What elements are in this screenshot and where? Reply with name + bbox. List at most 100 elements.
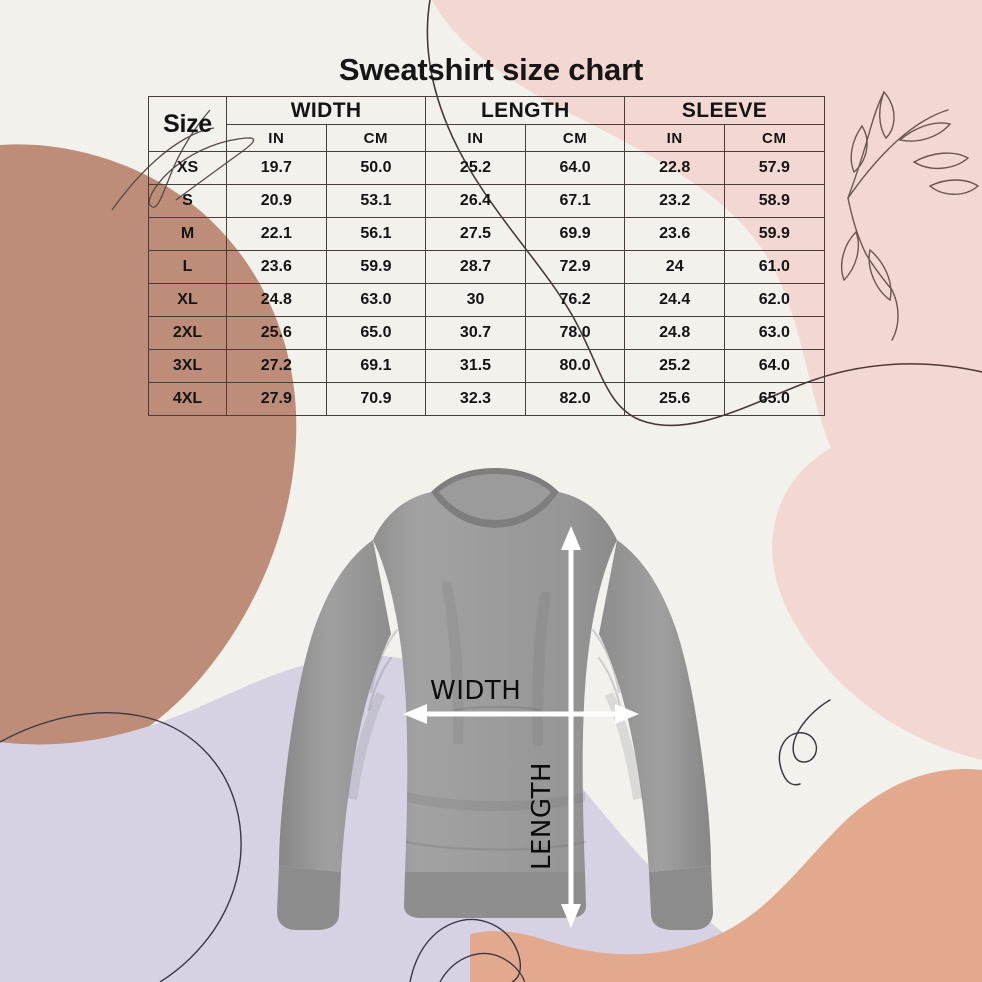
row-value-cell: 25.2 <box>624 349 725 383</box>
coral-blob-bottom-right <box>470 769 982 982</box>
decor-curve-bottom-left <box>0 712 242 982</box>
row-value-cell: 65.0 <box>724 382 825 416</box>
row-value-cell: 24.4 <box>624 283 725 317</box>
shirt-body <box>373 492 617 872</box>
header-unit-width-cm: CM <box>325 124 427 152</box>
width-measure-arrow <box>403 704 639 724</box>
header-group-length: LENGTH <box>425 96 626 125</box>
shirt-sleeve-right <box>599 540 711 872</box>
row-value-cell: 70.9 <box>325 382 427 416</box>
row-value-cell: 22.8 <box>624 151 725 185</box>
shirt-creases <box>367 628 623 851</box>
header-group-width: WIDTH <box>225 96 427 125</box>
table-row: S 20.9 53.1 26.4 67.1 23.2 58.9 <box>148 184 825 218</box>
shirt-cuff-right <box>649 866 713 930</box>
row-size-label: L <box>148 250 227 284</box>
size-table-container: Size WIDTH LENGTH SLEEVE IN CM IN CM IN … <box>148 96 825 416</box>
row-value-cell: 24.8 <box>226 283 327 317</box>
row-value-cell: 19.7 <box>226 151 327 185</box>
botanical-sprig-icon <box>840 90 980 341</box>
size-table-head: Size WIDTH LENGTH SLEEVE IN CM IN CM IN … <box>148 96 825 152</box>
sweatshirt-illustration <box>277 468 713 930</box>
row-value-cell: 67.1 <box>524 184 626 218</box>
row-size-label: 2XL <box>148 316 227 350</box>
row-value-cell: 22.1 <box>226 217 327 251</box>
row-value-cell: 64.0 <box>724 349 825 383</box>
table-row: 2XL 25.6 65.0 30.7 78.0 24.8 63.0 <box>148 316 825 350</box>
header-unit-length-cm: CM <box>524 124 626 152</box>
row-value-cell: 76.2 <box>524 283 626 317</box>
decor-curve-hem-2 <box>439 952 525 982</box>
decor-curve-hem <box>409 918 522 982</box>
header-unit-width-in: IN <box>226 124 327 152</box>
row-value-cell: 63.0 <box>724 316 825 350</box>
row-value-cell: 23.6 <box>624 217 725 251</box>
row-value-cell: 32.3 <box>425 382 526 416</box>
header-size: Size <box>148 96 227 152</box>
row-value-cell: 27.5 <box>425 217 526 251</box>
shirt-hem <box>404 872 586 918</box>
table-unit-header-row: IN CM IN CM IN CM <box>149 124 825 152</box>
row-value-cell: 20.9 <box>226 184 327 218</box>
header-unit-sleeve-cm: CM <box>724 124 825 152</box>
row-value-cell: 63.0 <box>325 283 427 317</box>
row-value-cell: 72.9 <box>524 250 626 284</box>
row-value-cell: 59.9 <box>724 217 825 251</box>
row-value-cell: 62.0 <box>724 283 825 317</box>
page-title: Sweatshirt size chart <box>338 52 644 87</box>
row-value-cell: 65.0 <box>325 316 427 350</box>
row-value-cell: 53.1 <box>325 184 427 218</box>
row-value-cell: 23.2 <box>624 184 725 218</box>
size-table-body: XS 19.7 50.0 25.2 64.0 22.8 57.9 S 20.9 53.1 26.4 6… <box>148 151 825 416</box>
row-value-cell: 57.9 <box>724 151 825 185</box>
shirt-fabric-folds <box>347 582 643 811</box>
shirt-cuff-left <box>277 866 341 930</box>
row-size-label: XS <box>148 151 227 185</box>
shirt-sleeve-left <box>279 540 391 872</box>
row-size-label: XL <box>148 283 227 317</box>
table-row: XS 19.7 50.0 25.2 64.0 22.8 57.9 <box>148 151 825 185</box>
shirt-chest-seam <box>454 706 542 711</box>
row-value-cell: 59.9 <box>325 250 427 284</box>
row-value-cell: 26.4 <box>425 184 526 218</box>
length-measure-arrow <box>561 526 581 928</box>
row-value-cell: 69.9 <box>524 217 626 251</box>
row-value-cell: 61.0 <box>724 250 825 284</box>
table-row: XL 24.8 63.0 30 76.2 24.4 62.0 <box>148 283 825 317</box>
row-value-cell: 78.0 <box>524 316 626 350</box>
row-value-cell: 30 <box>425 283 526 317</box>
row-value-cell: 23.6 <box>226 250 327 284</box>
row-value-cell: 27.9 <box>226 382 327 416</box>
row-value-cell: 50.0 <box>325 151 427 185</box>
row-value-cell: 25.6 <box>624 382 725 416</box>
row-value-cell: 24.8 <box>624 316 725 350</box>
row-size-label: S <box>148 184 227 218</box>
lavender-blob-bottom <box>0 655 800 982</box>
row-value-cell: 80.0 <box>524 349 626 383</box>
header-unit-sleeve-in: IN <box>624 124 725 152</box>
row-value-cell: 30.7 <box>425 316 526 350</box>
table-row: L 23.6 59.9 28.7 72.9 24 61.0 <box>148 250 825 284</box>
table-row: 4XL 27.9 70.9 32.3 82.0 25.6 65.0 <box>148 382 825 416</box>
row-value-cell: 25.6 <box>226 316 327 350</box>
size-table: Size WIDTH LENGTH SLEEVE IN CM IN CM IN … <box>148 96 825 416</box>
table-row: M 22.1 56.1 27.5 69.9 23.6 59.9 <box>148 217 825 251</box>
row-value-cell: 24 <box>624 250 725 284</box>
row-value-cell: 58.9 <box>724 184 825 218</box>
shirt-collar-inner <box>439 474 551 520</box>
row-size-label: M <box>148 217 227 251</box>
header-unit-length-in: IN <box>425 124 526 152</box>
header-group-sleeve: SLEEVE <box>624 96 825 125</box>
table-group-header-row: Size WIDTH LENGTH SLEEVE <box>148 96 825 152</box>
row-value-cell: 64.0 <box>524 151 626 185</box>
row-value-cell: 69.1 <box>325 349 427 383</box>
row-size-label: 3XL <box>148 349 227 383</box>
row-value-cell: 28.7 <box>425 250 526 284</box>
row-value-cell: 82.0 <box>524 382 626 416</box>
row-value-cell: 31.5 <box>425 349 526 383</box>
row-value-cell: 25.2 <box>425 151 526 185</box>
row-value-cell: 27.2 <box>226 349 327 383</box>
decor-squiggle-bottom-right <box>778 699 831 786</box>
blush-blob-lower-right <box>772 426 982 760</box>
